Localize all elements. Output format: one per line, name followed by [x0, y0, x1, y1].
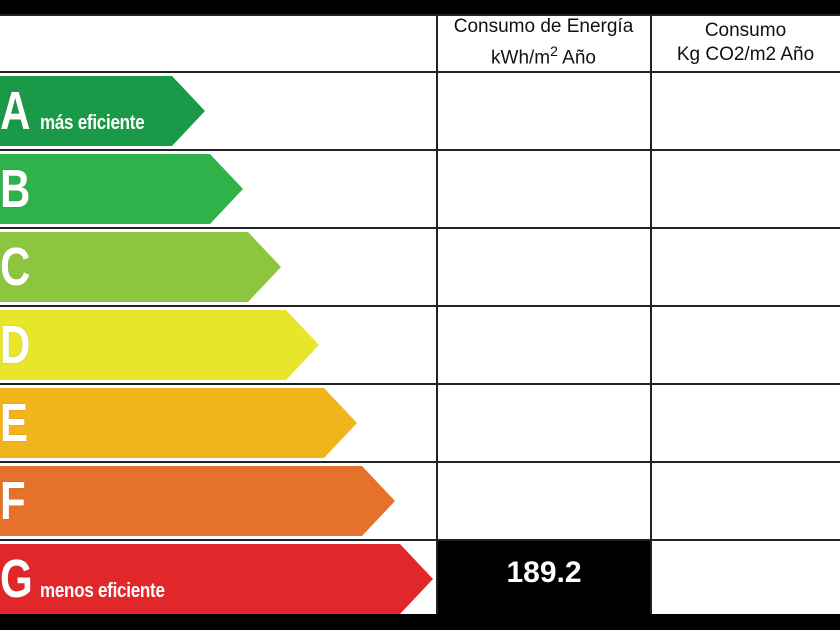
- rating-caption-a: más eficiente: [40, 112, 145, 134]
- rating-letter-c: C: [0, 237, 31, 297]
- energy-header-line2: kWh/m2 Año: [491, 43, 596, 69]
- energy-label-table: Consumo de Energía kWh/m2 Año Consumo Kg…: [0, 14, 840, 614]
- grid-row-line: [0, 71, 840, 73]
- rating-arrow-f: [0, 466, 395, 536]
- rating-letter-b: B: [0, 159, 31, 219]
- grid-row-line: [0, 14, 840, 16]
- rating-letter-g: G: [0, 549, 33, 609]
- grid-row-line: [0, 461, 840, 463]
- grid-row-line: [0, 149, 840, 151]
- energy-value: 189.2: [506, 556, 582, 589]
- grid-column-line: [650, 14, 652, 614]
- grid-row-line: [0, 305, 840, 307]
- rating-letter-f: F: [0, 471, 26, 531]
- co2-header-line1: Consumo: [704, 20, 787, 41]
- rating-letter-e: E: [0, 393, 29, 453]
- co2-header-line2: Kg CO2/m2 Año: [676, 44, 815, 65]
- energy-value-cell: 189.2: [438, 540, 650, 614]
- grid-column-line: [436, 14, 438, 614]
- rating-arrow-c: [0, 232, 281, 302]
- energy-header-line1: Consumo de Energía: [453, 16, 634, 38]
- rating-arrow-d: [0, 310, 319, 380]
- rating-arrow-g: [0, 544, 433, 614]
- grid-row-line: [0, 383, 840, 385]
- rating-caption-g: menos eficiente: [40, 580, 165, 602]
- rating-arrows: [0, 76, 433, 614]
- rating-letter-a: A: [0, 81, 31, 141]
- energy-consumption-header: Consumo de Energía kWh/m2 Año: [437, 14, 650, 72]
- grid-row-line: [0, 539, 840, 541]
- co2-consumption-header: Consumo Kg CO2/m2 Año: [651, 14, 840, 72]
- grid-row-line: [0, 227, 840, 229]
- rating-arrow-b: [0, 154, 243, 224]
- rating-arrow-a: [0, 76, 205, 146]
- rating-arrow-e: [0, 388, 357, 458]
- rating-letter-d: D: [0, 315, 31, 375]
